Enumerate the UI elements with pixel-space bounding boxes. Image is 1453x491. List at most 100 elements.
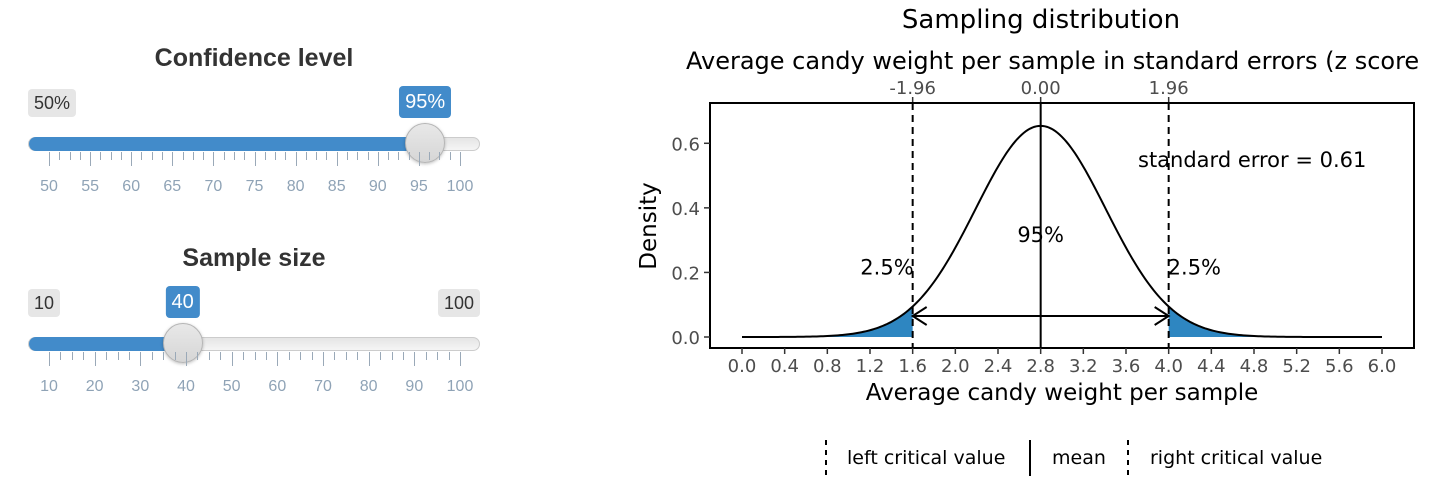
x-tick-label: 2.0 (941, 356, 970, 377)
tick-label: 90 (405, 378, 424, 395)
major-tick (323, 352, 324, 366)
top-axis: -1.96 0.00 1.96 (889, 78, 1189, 103)
center-percent-label: 95% (1017, 223, 1064, 247)
minor-tick (233, 152, 235, 160)
se-annotation: standard error = 0.61 (1138, 148, 1366, 172)
minor-tick (388, 152, 390, 160)
minor-tick (162, 152, 164, 160)
minor-tick (79, 152, 81, 160)
x-tick-label: 0.0 (728, 356, 757, 377)
minor-tick (223, 152, 225, 160)
x-tick-label: 6.0 (1368, 356, 1397, 377)
minor-tick (391, 352, 393, 360)
x-tick-label: 5.2 (1282, 356, 1311, 377)
y-tick-label: 0.2 (671, 263, 700, 284)
y-tick-label: 0.6 (671, 134, 700, 155)
sample-fill (29, 337, 184, 351)
minor-tick (59, 152, 61, 160)
x-tick-label: 4.4 (1197, 356, 1226, 377)
sample-track[interactable] (28, 337, 480, 351)
arrow-head-left (910, 306, 928, 326)
legend-label-mean: mean (1052, 447, 1106, 469)
major-tick (90, 152, 92, 166)
tick-label: 50 (40, 178, 58, 195)
plot-panel (709, 102, 1415, 349)
legend-label-right-critical: right critical value (1150, 447, 1322, 469)
tick-label: 60 (122, 178, 141, 195)
minor-tick (311, 352, 313, 360)
minor-tick (439, 152, 441, 160)
confidence-track[interactable] (28, 137, 480, 151)
x-tick-label: 3.6 (1112, 356, 1141, 377)
legend-label-left-critical: left critical value (847, 447, 1005, 469)
x-tick-label: 5.6 (1325, 356, 1354, 377)
minor-tick (326, 152, 328, 160)
x-tick-label: 1.2 (856, 356, 885, 377)
minor-tick (275, 152, 277, 160)
minor-tick (151, 352, 153, 360)
minor-tick (285, 152, 287, 160)
top-tick-label: -1.96 (889, 78, 936, 99)
x-tick-label: 0.8 (813, 356, 842, 377)
sample-max-label: 100 (437, 289, 480, 317)
confidence-slider-block: Confidence level 50% 95% 50 55 60 65 70 75 80 8… (28, 40, 480, 210)
minor-tick (437, 352, 439, 360)
minor-tick (174, 352, 176, 360)
minor-tick (398, 152, 400, 160)
minor-tick (316, 152, 318, 160)
tick-label: 90 (368, 178, 387, 195)
major-tick (94, 352, 96, 366)
minor-tick (425, 352, 427, 360)
left-tail-area (742, 306, 913, 337)
minor-tick (408, 152, 410, 160)
x-tick-label: 3.2 (1069, 356, 1098, 377)
y-axis-title: Density (636, 182, 662, 269)
confidence-handle[interactable] (405, 123, 446, 163)
x-tick-label: 1.6 (898, 356, 927, 377)
tick-label: 65 (163, 178, 182, 195)
minor-tick (141, 152, 143, 160)
minor-tick (106, 352, 108, 360)
legend: left critical value mean right critical … (825, 440, 1322, 476)
minor-tick (71, 352, 73, 360)
minor-tick (334, 352, 336, 360)
minor-tick (100, 152, 102, 160)
minor-tick (83, 352, 85, 360)
tick-label: 100 (446, 378, 474, 395)
minor-tick (254, 352, 256, 360)
tick-label: 55 (81, 178, 99, 195)
chart-subtitle: Average candy weight per sample in stand… (686, 47, 1419, 75)
tick-label: 85 (327, 178, 346, 195)
major-tick (377, 152, 379, 166)
sample-title: Sample size (182, 244, 326, 272)
arrow-head-right (1154, 306, 1171, 326)
minor-tick (120, 152, 122, 160)
sample-value-bubble: 40 (165, 286, 200, 318)
tick-label: 30 (131, 378, 150, 395)
tick-label: 100 (446, 178, 474, 195)
major-tick (254, 152, 256, 166)
confidence-title: Confidence level (154, 44, 354, 72)
major-tick (460, 152, 461, 166)
sample-slider-block: Sample size 10 100 40 10 20 30 40 50 60 70 80 90… (28, 240, 480, 410)
minor-tick (449, 152, 451, 160)
major-tick (49, 152, 50, 166)
tick-label: 10 (40, 378, 58, 395)
tick-label: 70 (314, 378, 332, 395)
minor-tick (117, 352, 119, 360)
minor-tick (110, 152, 112, 160)
minor-tick (429, 152, 431, 160)
major-tick (131, 152, 133, 166)
minor-tick (402, 352, 404, 360)
sample-handle[interactable] (162, 323, 203, 363)
minor-tick (305, 152, 307, 160)
minor-tick (151, 152, 153, 160)
tick-label: 20 (85, 378, 104, 395)
y-tick-label: 0.0 (671, 328, 700, 349)
confidence-interval-arrow (910, 306, 1171, 326)
minor-tick (345, 352, 347, 360)
minor-tick (346, 152, 348, 160)
minor-tick (208, 352, 210, 360)
minor-tick (60, 352, 62, 360)
tick-label: 80 (359, 378, 378, 395)
